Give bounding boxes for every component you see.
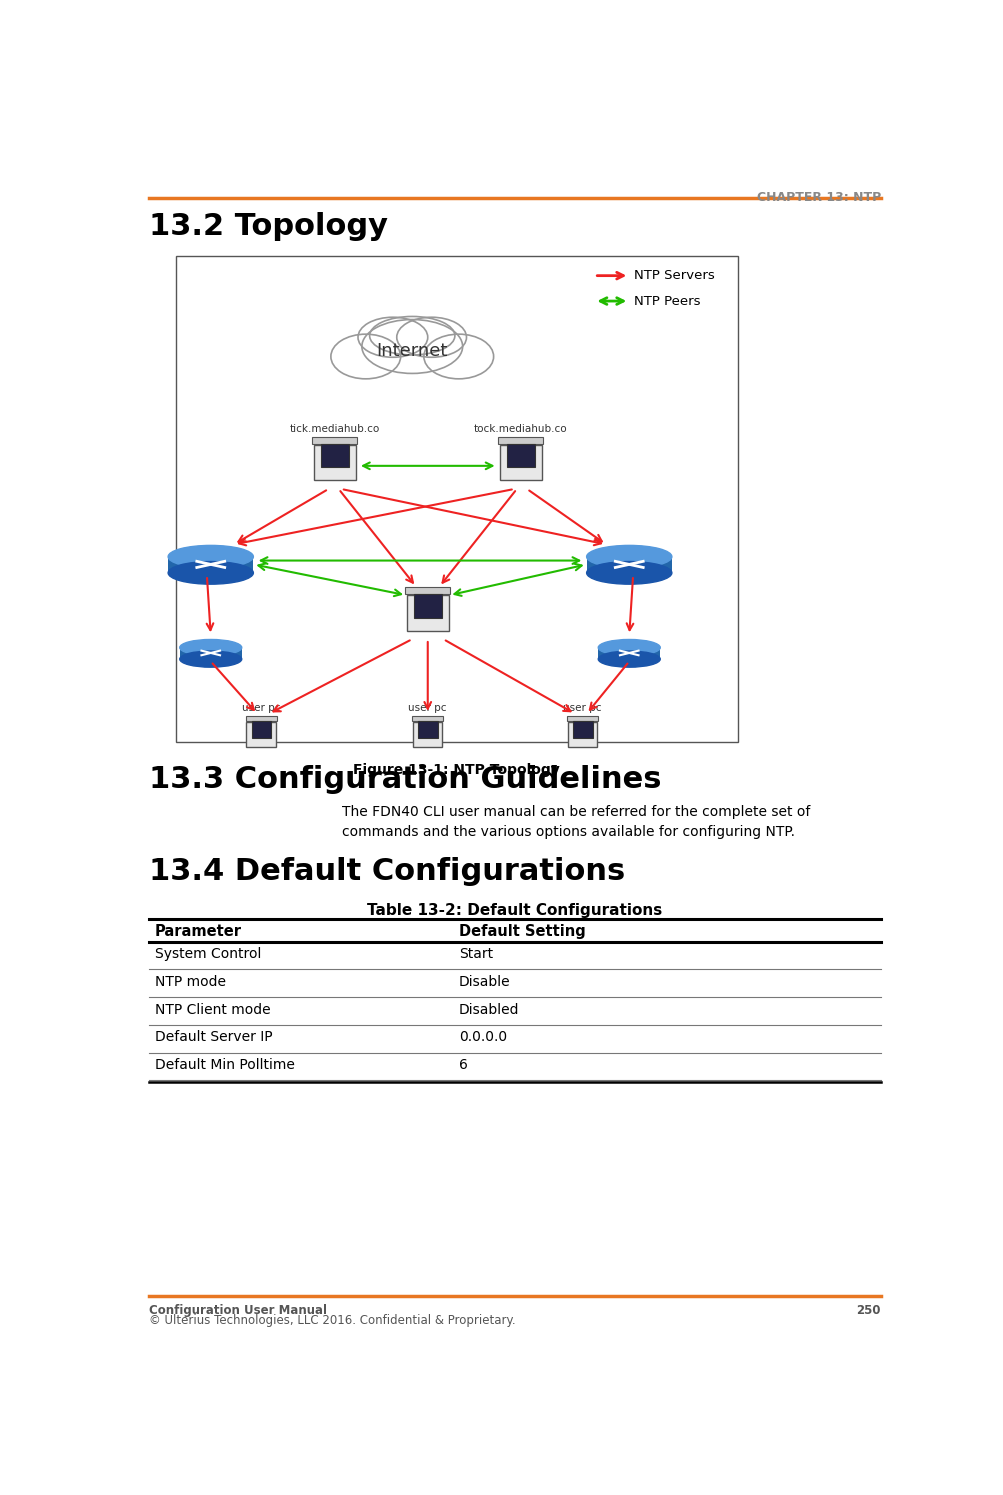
Ellipse shape	[168, 546, 253, 568]
Text: CHAPTER 13: NTP: CHAPTER 13: NTP	[756, 191, 881, 203]
Text: Disable: Disable	[458, 975, 510, 988]
Ellipse shape	[331, 335, 400, 378]
Text: Internet: Internet	[376, 342, 447, 360]
FancyBboxPatch shape	[586, 556, 671, 573]
FancyBboxPatch shape	[252, 722, 271, 737]
FancyBboxPatch shape	[499, 446, 542, 480]
FancyBboxPatch shape	[412, 722, 442, 748]
FancyBboxPatch shape	[246, 716, 277, 722]
FancyBboxPatch shape	[405, 586, 449, 595]
Text: Parameter: Parameter	[154, 924, 242, 939]
Text: NTP mode: NTP mode	[154, 975, 226, 988]
Text: user pc: user pc	[563, 703, 602, 713]
Text: Disabled: Disabled	[458, 1003, 519, 1017]
FancyBboxPatch shape	[168, 556, 253, 573]
FancyBboxPatch shape	[568, 722, 597, 748]
Text: user pc: user pc	[408, 703, 446, 713]
Text: NTP Client mode: NTP Client mode	[154, 1003, 270, 1017]
Text: user pc: user pc	[242, 703, 280, 713]
FancyBboxPatch shape	[413, 595, 441, 617]
Ellipse shape	[369, 317, 454, 354]
Text: NTP Servers: NTP Servers	[633, 269, 714, 283]
Text: 13.3 Configuration Guidelines: 13.3 Configuration Guidelines	[148, 764, 661, 794]
FancyBboxPatch shape	[314, 446, 355, 480]
Text: System Control: System Control	[154, 948, 261, 961]
Text: 6: 6	[458, 1058, 467, 1072]
Text: The FDN40 CLI user manual can be referred for the complete set of
commands and t: The FDN40 CLI user manual can be referre…	[342, 804, 810, 839]
Ellipse shape	[423, 335, 493, 378]
FancyBboxPatch shape	[418, 722, 437, 737]
FancyBboxPatch shape	[598, 647, 660, 659]
Text: 13.4 Default Configurations: 13.4 Default Configurations	[148, 857, 625, 887]
Text: NTP Peers: NTP Peers	[633, 295, 700, 308]
FancyBboxPatch shape	[176, 257, 737, 742]
Text: tick.mediahub.co: tick.mediahub.co	[289, 423, 379, 434]
Text: Default Min Polltime: Default Min Polltime	[154, 1058, 295, 1072]
Text: Default Setting: Default Setting	[458, 924, 585, 939]
Text: Table 13-2: Default Configurations: Table 13-2: Default Configurations	[366, 903, 662, 918]
Text: 250: 250	[856, 1304, 881, 1317]
FancyBboxPatch shape	[180, 647, 242, 659]
FancyBboxPatch shape	[507, 444, 535, 468]
FancyBboxPatch shape	[567, 716, 598, 722]
Ellipse shape	[598, 640, 660, 656]
FancyBboxPatch shape	[497, 437, 543, 444]
Text: 13.2 Topology: 13.2 Topology	[148, 212, 387, 241]
Text: Default Server IP: Default Server IP	[154, 1030, 272, 1044]
Ellipse shape	[180, 650, 242, 667]
Ellipse shape	[361, 320, 462, 374]
Text: Start: Start	[458, 948, 492, 961]
FancyBboxPatch shape	[573, 722, 592, 737]
Text: Figure 13-1: NTP Topology: Figure 13-1: NTP Topology	[353, 762, 560, 777]
Text: 0.0.0.0: 0.0.0.0	[458, 1030, 507, 1044]
FancyBboxPatch shape	[312, 437, 357, 444]
Text: tock.mediahub.co: tock.mediahub.co	[473, 423, 567, 434]
Ellipse shape	[358, 317, 427, 357]
Text: © Ulterius Technologies, LLC 2016. Confidential & Proprietary.: © Ulterius Technologies, LLC 2016. Confi…	[148, 1314, 515, 1328]
Text: Configuration User Manual: Configuration User Manual	[148, 1304, 326, 1317]
FancyBboxPatch shape	[246, 722, 276, 748]
Ellipse shape	[180, 640, 242, 656]
Ellipse shape	[396, 317, 466, 357]
FancyBboxPatch shape	[412, 716, 442, 722]
Ellipse shape	[586, 546, 671, 568]
FancyBboxPatch shape	[406, 595, 448, 631]
Ellipse shape	[598, 650, 660, 667]
Ellipse shape	[168, 562, 253, 585]
FancyBboxPatch shape	[321, 444, 348, 468]
Ellipse shape	[586, 562, 671, 585]
